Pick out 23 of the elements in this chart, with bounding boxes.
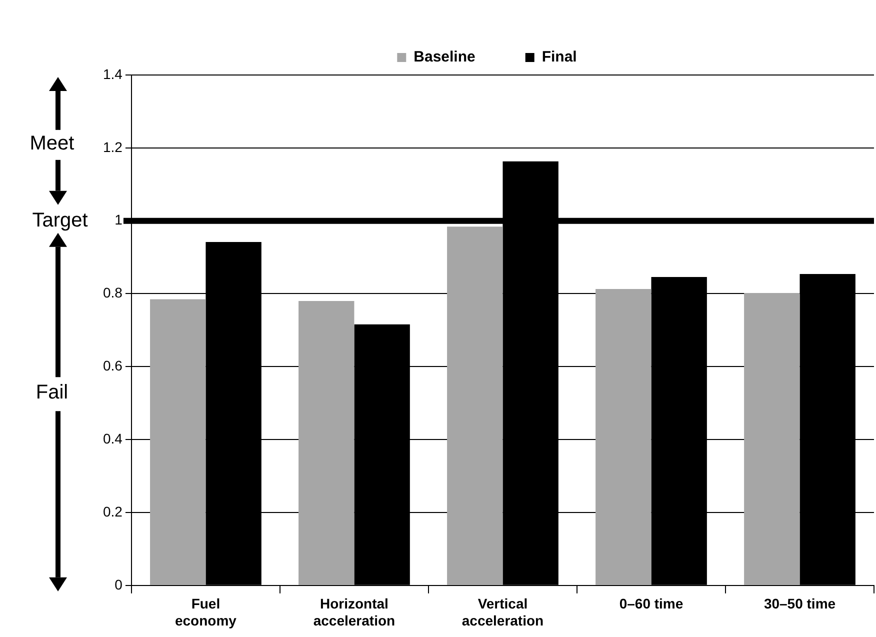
y-tick-label: 0.4 <box>102 430 123 446</box>
text: Meet <box>30 132 75 154</box>
text: Fail <box>36 382 68 404</box>
y-tick-label: 1.2 <box>102 138 123 155</box>
x-tick-label: Vertical acceleration <box>462 596 544 628</box>
y-tick-label: 0 <box>114 576 123 592</box>
ref-line-label: Target <box>32 209 88 232</box>
bar <box>298 301 354 585</box>
y-tick-label: 0.8 <box>102 284 123 301</box>
y-tick-label: 1 <box>114 212 123 228</box>
y-tick-label: 0.2 <box>102 503 123 520</box>
bar <box>447 226 503 585</box>
bar <box>744 293 800 585</box>
x-tick-label: Horizontal acceleration <box>313 596 396 628</box>
x-tick-label: 30–50 time <box>764 596 836 612</box>
x-tick-label: Fuel economy <box>174 596 237 628</box>
x-tick-label: 0–60 time <box>619 596 684 612</box>
legend-label: Baseline <box>414 48 476 66</box>
y-tick-label: 1.4 <box>102 66 123 82</box>
legend-label: Final <box>542 48 577 66</box>
y-tick-label: 0.6 <box>102 358 123 374</box>
bar <box>596 289 652 585</box>
bar <box>150 299 206 585</box>
